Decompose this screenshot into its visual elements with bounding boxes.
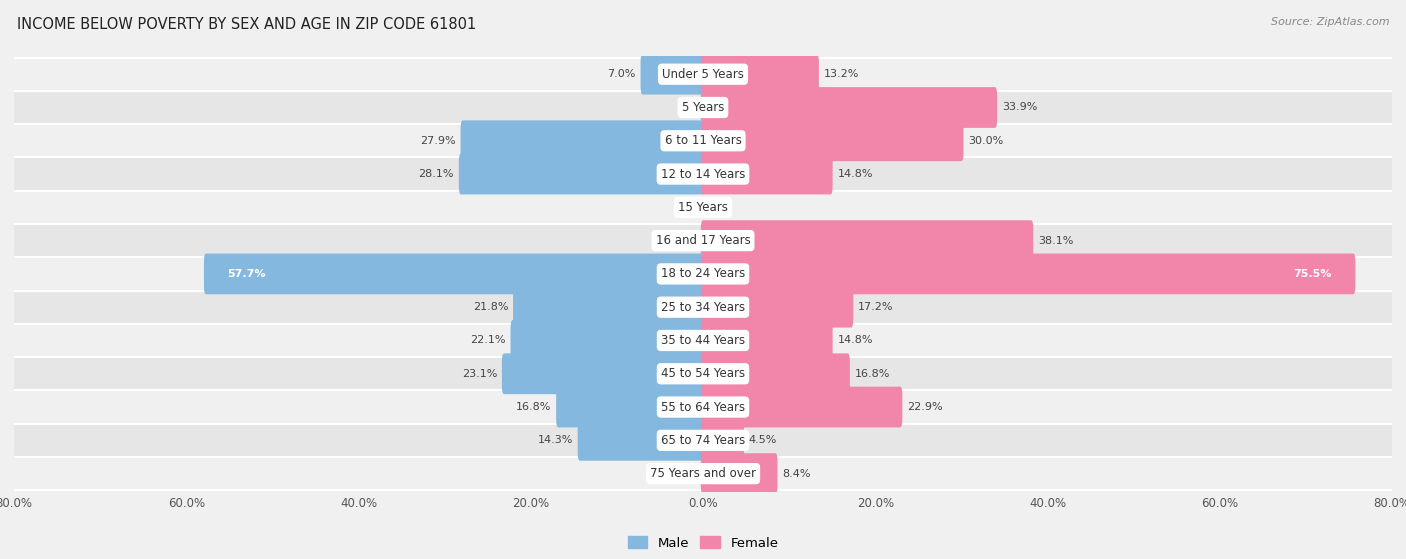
FancyBboxPatch shape <box>700 287 853 328</box>
FancyBboxPatch shape <box>700 254 1355 294</box>
Text: Source: ZipAtlas.com: Source: ZipAtlas.com <box>1271 17 1389 27</box>
Text: 14.8%: 14.8% <box>838 335 873 345</box>
Bar <box>14 158 1392 191</box>
Text: 25 to 34 Years: 25 to 34 Years <box>661 301 745 314</box>
Bar <box>14 257 1392 291</box>
Text: 15 Years: 15 Years <box>678 201 728 214</box>
Text: 6 to 11 Years: 6 to 11 Years <box>665 134 741 147</box>
Text: 13.2%: 13.2% <box>824 69 859 79</box>
Text: 27.9%: 27.9% <box>420 136 456 146</box>
Bar <box>14 91 1392 124</box>
Text: 28.1%: 28.1% <box>419 169 454 179</box>
Text: 33.9%: 33.9% <box>1002 102 1038 112</box>
FancyBboxPatch shape <box>700 87 997 128</box>
Bar <box>14 224 1392 257</box>
FancyBboxPatch shape <box>557 387 706 428</box>
Text: 8.4%: 8.4% <box>782 468 811 479</box>
Bar <box>14 424 1392 457</box>
FancyBboxPatch shape <box>641 54 706 94</box>
FancyBboxPatch shape <box>700 54 818 94</box>
FancyBboxPatch shape <box>700 320 832 361</box>
Text: INCOME BELOW POVERTY BY SEX AND AGE IN ZIP CODE 61801: INCOME BELOW POVERTY BY SEX AND AGE IN Z… <box>17 17 477 32</box>
Text: 7.0%: 7.0% <box>607 69 636 79</box>
FancyBboxPatch shape <box>502 353 706 394</box>
Text: 75.5%: 75.5% <box>1294 269 1331 279</box>
Legend: Male, Female: Male, Female <box>623 531 783 555</box>
FancyBboxPatch shape <box>700 120 963 161</box>
Text: 22.9%: 22.9% <box>907 402 943 412</box>
Text: 65 to 74 Years: 65 to 74 Years <box>661 434 745 447</box>
FancyBboxPatch shape <box>461 120 706 161</box>
Bar <box>14 357 1392 390</box>
Bar <box>14 291 1392 324</box>
Text: 55 to 64 Years: 55 to 64 Years <box>661 401 745 414</box>
FancyBboxPatch shape <box>458 154 706 195</box>
FancyBboxPatch shape <box>578 420 706 461</box>
Text: 14.3%: 14.3% <box>537 435 574 446</box>
Text: 12 to 14 Years: 12 to 14 Years <box>661 168 745 181</box>
FancyBboxPatch shape <box>510 320 706 361</box>
Text: 75 Years and over: 75 Years and over <box>650 467 756 480</box>
Bar <box>14 324 1392 357</box>
FancyBboxPatch shape <box>700 353 849 394</box>
Text: 17.2%: 17.2% <box>858 302 893 312</box>
Bar <box>14 457 1392 490</box>
Text: 21.8%: 21.8% <box>472 302 509 312</box>
Text: 16.8%: 16.8% <box>855 369 890 379</box>
Text: 38.1%: 38.1% <box>1038 236 1073 245</box>
Text: 57.7%: 57.7% <box>228 269 266 279</box>
Text: 18 to 24 Years: 18 to 24 Years <box>661 267 745 281</box>
FancyBboxPatch shape <box>700 453 778 494</box>
Text: Under 5 Years: Under 5 Years <box>662 68 744 80</box>
Text: 22.1%: 22.1% <box>470 335 506 345</box>
Bar <box>14 124 1392 158</box>
Bar <box>14 191 1392 224</box>
Text: 45 to 54 Years: 45 to 54 Years <box>661 367 745 380</box>
Text: 23.1%: 23.1% <box>461 369 498 379</box>
FancyBboxPatch shape <box>204 254 706 294</box>
FancyBboxPatch shape <box>700 154 832 195</box>
FancyBboxPatch shape <box>700 387 903 428</box>
FancyBboxPatch shape <box>700 220 1033 261</box>
Text: 16.8%: 16.8% <box>516 402 551 412</box>
FancyBboxPatch shape <box>700 420 744 461</box>
Text: 14.8%: 14.8% <box>838 169 873 179</box>
Bar <box>14 390 1392 424</box>
Text: 4.5%: 4.5% <box>748 435 778 446</box>
Text: 16 and 17 Years: 16 and 17 Years <box>655 234 751 247</box>
Text: 30.0%: 30.0% <box>969 136 1004 146</box>
Text: 35 to 44 Years: 35 to 44 Years <box>661 334 745 347</box>
Bar <box>14 58 1392 91</box>
Text: 5 Years: 5 Years <box>682 101 724 114</box>
FancyBboxPatch shape <box>513 287 706 328</box>
